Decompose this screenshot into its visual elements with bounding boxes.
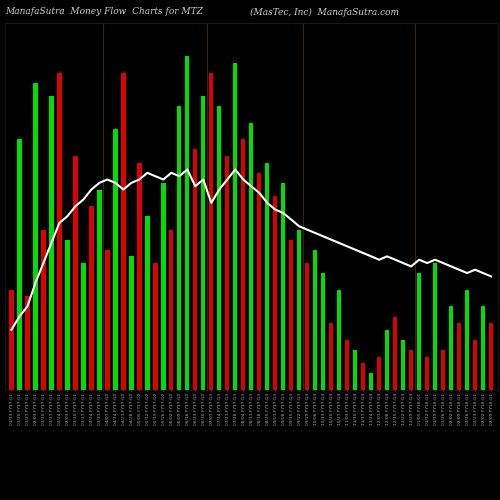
Bar [265,163,270,390]
Bar [137,163,141,390]
Bar [81,263,86,390]
Bar [441,350,446,390]
Bar [313,250,318,390]
Bar [73,156,78,390]
Bar [9,290,14,390]
Bar [337,290,342,390]
Bar [433,263,438,390]
Bar [353,350,358,390]
Bar [193,150,198,390]
Bar [425,356,430,390]
Bar [169,230,173,390]
Bar [481,306,486,390]
Bar [257,173,262,390]
Bar [449,306,454,390]
Bar [105,250,110,390]
Bar [185,56,190,390]
Bar [25,296,29,390]
Bar [409,350,414,390]
Bar [201,96,205,390]
Bar [97,190,102,390]
Bar [217,106,222,390]
Bar [361,364,366,390]
Bar [33,82,38,390]
Bar [345,340,350,390]
Bar [41,230,46,390]
Bar [297,230,302,390]
Bar [369,374,374,390]
Bar [233,62,237,390]
Bar [401,340,406,390]
Bar [129,256,134,390]
Text: ManafaSutra  Money Flow  Charts for MTZ: ManafaSutra Money Flow Charts for MTZ [5,8,203,16]
Bar [465,290,469,390]
Bar [385,330,390,390]
Bar [17,140,21,390]
Bar [457,323,462,390]
Bar [225,156,230,390]
Bar [393,316,398,390]
Bar [57,72,62,390]
Bar [49,96,54,390]
Bar [377,356,382,390]
Bar [281,183,285,390]
Bar [89,206,94,390]
Bar [249,122,254,390]
Bar [121,72,126,390]
Bar [177,106,182,390]
Bar [489,323,494,390]
Bar [145,216,150,390]
Bar [161,183,166,390]
Text: (MasTec, Inc)  ManafaSutra.com: (MasTec, Inc) ManafaSutra.com [250,8,399,16]
Bar [473,340,478,390]
Bar [113,130,117,390]
Bar [273,196,278,390]
Bar [289,240,294,390]
Bar [305,263,310,390]
Bar [321,273,326,390]
Bar [153,263,158,390]
Bar [329,323,334,390]
Bar [241,140,246,390]
Bar [417,273,422,390]
Bar [209,72,214,390]
Bar [65,240,70,390]
